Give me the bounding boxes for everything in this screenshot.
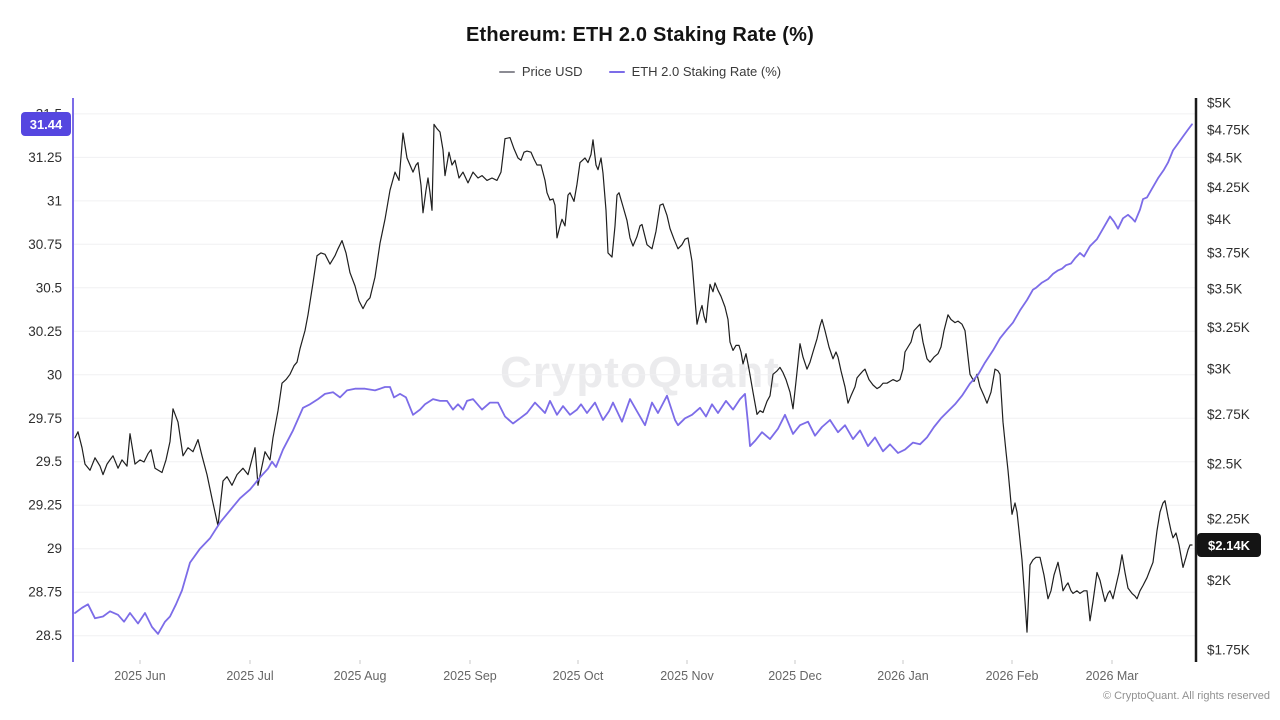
x-tick-label: 2026 Mar [1086, 669, 1139, 683]
y-left-tick-label: 30.25 [28, 324, 62, 339]
y-left-tick-label: 30.5 [36, 280, 62, 295]
x-tick-label: 2025 Jul [226, 669, 273, 683]
chart-legend: Price USD ETH 2.0 Staking Rate (%) [0, 64, 1280, 79]
y-right-tick-label: $3.5K [1207, 281, 1242, 296]
x-tick-label: 2025 Sep [443, 669, 497, 683]
gridlines [73, 113, 1196, 637]
price-series-dash-icon [498, 70, 515, 73]
x-tick-label: 2025 Oct [553, 669, 604, 683]
y-left-tick-label: 29.5 [36, 454, 62, 469]
y-right-tick-label: $2K [1207, 573, 1231, 588]
y-right-tick-label: $4.25K [1207, 180, 1250, 195]
staking-rate-line-series [74, 123, 1193, 635]
y-right-tick-label: $2.25K [1207, 511, 1250, 526]
x-tick-label: 2026 Jan [877, 669, 928, 683]
x-tick-label: 2025 Nov [660, 669, 714, 683]
x-tick-label: 2026 Feb [986, 669, 1039, 683]
y-right-tick-label: $2.75K [1207, 407, 1250, 422]
y-right-tick-label: $3K [1207, 362, 1231, 377]
legend-label-price: Price USD [521, 64, 583, 79]
copyright-notice: © CryptoQuant. All rights reserved [1102, 690, 1270, 702]
y-left-tick-label: 28.5 [36, 628, 62, 643]
y-left-tick-label: 31.25 [28, 150, 62, 165]
chart-title: Ethereum: ETH 2.0 Staking Rate (%) [466, 24, 814, 46]
price-line-series [74, 123, 1193, 633]
y-left-tick-label: 31 [47, 193, 62, 208]
legend-item-price-usd[interactable]: Price USD [498, 64, 583, 79]
legend-item-staking-rate[interactable]: ETH 2.0 Staking Rate (%) [608, 64, 782, 79]
x-tick-label: 2025 Jun [114, 669, 165, 683]
y-right-tick-label: $5K [1207, 96, 1231, 111]
y-right-tick-label: $4.5K [1207, 151, 1242, 166]
price-last-value-badge: $2.14K [1197, 533, 1261, 558]
y-right-tick-label: $3.25K [1207, 320, 1250, 335]
staking-rate-last-value-badge: 31.44 [21, 112, 71, 137]
y-axis-left-tick-labels: 31.531.253130.7530.530.253029.7529.529.2… [28, 106, 62, 643]
legend-label-staking: ETH 2.0 Staking Rate (%) [631, 64, 782, 79]
staking-series-dash-icon [608, 70, 625, 73]
y-right-tick-label: $2.5K [1207, 457, 1242, 472]
y-left-tick-label: 30 [47, 367, 62, 382]
y-left-tick-label: 29.75 [28, 411, 62, 426]
y-right-tick-label: $3.75K [1207, 245, 1250, 260]
y-left-tick-label: 30.75 [28, 237, 62, 252]
cryptoquant-watermark: CryptoQuant [500, 348, 780, 397]
x-tick-label: 2025 Dec [768, 669, 822, 683]
x-tick-label: 2025 Aug [334, 669, 387, 683]
y-right-tick-label: $1.75K [1207, 642, 1250, 657]
y-left-tick-label: 29.25 [28, 498, 62, 513]
y-axis-right-tick-labels: $5K $4.75K $4.5K $4.25K $4K $3.75K $3.5K $3.25K… [1207, 96, 1250, 658]
y-right-tick-label: $4K [1207, 212, 1231, 227]
y-left-tick-label: 29 [47, 541, 62, 556]
y-right-tick-label: $4.75K [1207, 122, 1250, 137]
y-left-tick-label: 28.75 [28, 585, 62, 600]
x-axis-tick-labels: 2025 Jun 2025 Jul 2025 Aug 2025 Sep 2025 Oct… [114, 660, 1138, 683]
